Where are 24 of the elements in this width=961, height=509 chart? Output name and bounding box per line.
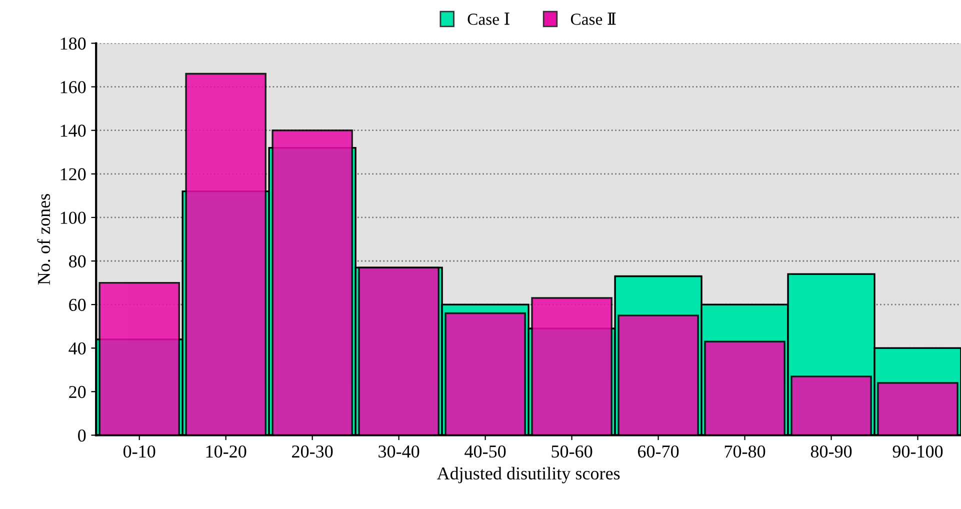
y-tick-label: 140 (60, 124, 86, 137)
x-tick-label: 20-30 (292, 445, 333, 458)
x-tick-label: 10-20 (206, 445, 246, 458)
x-tick-label: 60-70 (638, 445, 679, 458)
x-tick-label: 30-40 (378, 445, 420, 458)
y-tick-label: 0 (78, 429, 86, 442)
y-tick-label: 40 (68, 342, 86, 355)
y-tick-label: 120 (60, 168, 86, 180)
y-tick-label: 160 (60, 81, 86, 94)
x-tick-label: 80-90 (810, 445, 852, 458)
y-tick-label: 60 (69, 298, 86, 311)
x-tick-label: 40-50 (464, 445, 506, 458)
y-axis-title: No. of zones (37, 194, 50, 285)
x-tick-label: 70-80 (724, 445, 766, 458)
x-tick-label: 50-60 (552, 445, 592, 458)
legend-label: Case Ⅱ (570, 12, 616, 25)
x-tick-label: 90-100 (892, 445, 943, 458)
y-tick-label: 180 (60, 38, 86, 50)
legend-label: Case Ⅰ (468, 12, 510, 25)
y-tick-label: 20 (69, 386, 86, 398)
y-tick-label: 80 (69, 255, 86, 268)
x-tick-label: 0-10 (123, 445, 156, 458)
x-axis-title: Adjusted disutility scores (436, 466, 620, 484)
y-tick-label: 100 (60, 212, 86, 224)
